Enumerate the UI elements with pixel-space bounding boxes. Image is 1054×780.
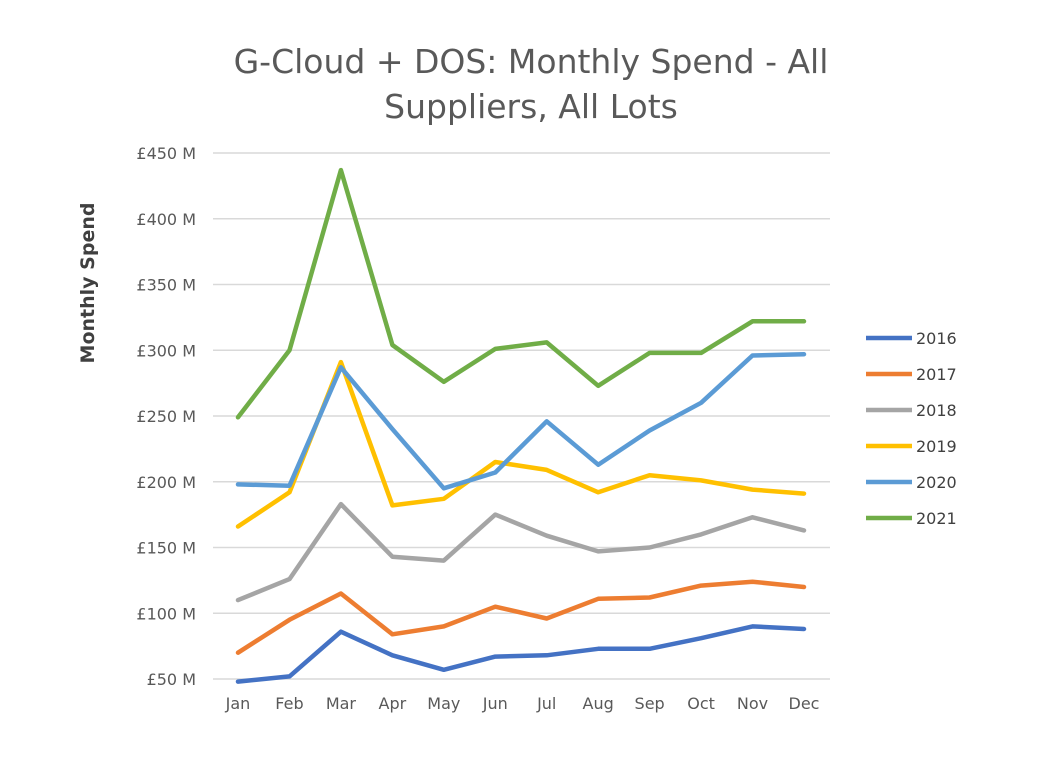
- legend-label: 2018: [916, 401, 957, 420]
- x-tick-label: May: [427, 694, 460, 713]
- y-tick-label: £300 M: [136, 341, 196, 360]
- series-line-2021: [235, 167, 807, 420]
- x-tick-label: Sep: [635, 694, 665, 713]
- x-tick-label: Mar: [326, 694, 357, 713]
- legend-label: 2019: [916, 437, 957, 456]
- legend-label: 2017: [916, 365, 957, 384]
- x-tick-label: Feb: [275, 694, 303, 713]
- y-tick-label: £100 M: [136, 604, 196, 623]
- series-lines: [235, 167, 807, 684]
- y-tick-label: £400 M: [136, 210, 196, 229]
- series-line-2017: [235, 579, 807, 655]
- x-tick-label: Apr: [379, 694, 407, 713]
- y-tick-label: £200 M: [136, 473, 196, 492]
- chart-title-line-1: G-Cloud + DOS: Monthly Spend - All: [234, 42, 829, 81]
- y-tick-label: £350 M: [136, 276, 196, 295]
- x-tick-label: Jan: [225, 694, 251, 713]
- legend-label: 2021: [916, 509, 957, 528]
- x-tick-label: Dec: [789, 694, 820, 713]
- legend-label: 2016: [916, 329, 957, 348]
- y-tick-label: £150 M: [136, 539, 196, 558]
- y-axis-ticks: £50 M £100 M £150 M £200 M £250 M £300 M £350 …: [136, 144, 196, 689]
- x-axis-ticks: Jan Feb Mar Apr May Jun Jul Aug Sep Oct Nov Dec: [225, 694, 820, 713]
- y-tick-label: £450 M: [136, 144, 196, 163]
- x-tick-label: Oct: [687, 694, 715, 713]
- chart-title-line-2: Suppliers, All Lots: [384, 87, 678, 126]
- x-tick-label: Nov: [737, 694, 768, 713]
- legend-label: 2020: [916, 473, 957, 492]
- series-line-2016: [235, 624, 807, 684]
- legend: 2016 2017 2018 2019 2020 2021: [866, 329, 957, 528]
- series-line-2018: [235, 501, 807, 603]
- y-tick-label: £250 M: [136, 407, 196, 426]
- y-axis-title: Monthly Spend: [77, 203, 99, 364]
- x-tick-label: Aug: [583, 694, 614, 713]
- series-line-2020: [235, 351, 807, 491]
- y-tick-label: £50 M: [147, 670, 196, 689]
- x-tick-label: Jun: [482, 694, 508, 713]
- x-tick-label: Jul: [536, 694, 556, 713]
- gridlines: [213, 152, 830, 680]
